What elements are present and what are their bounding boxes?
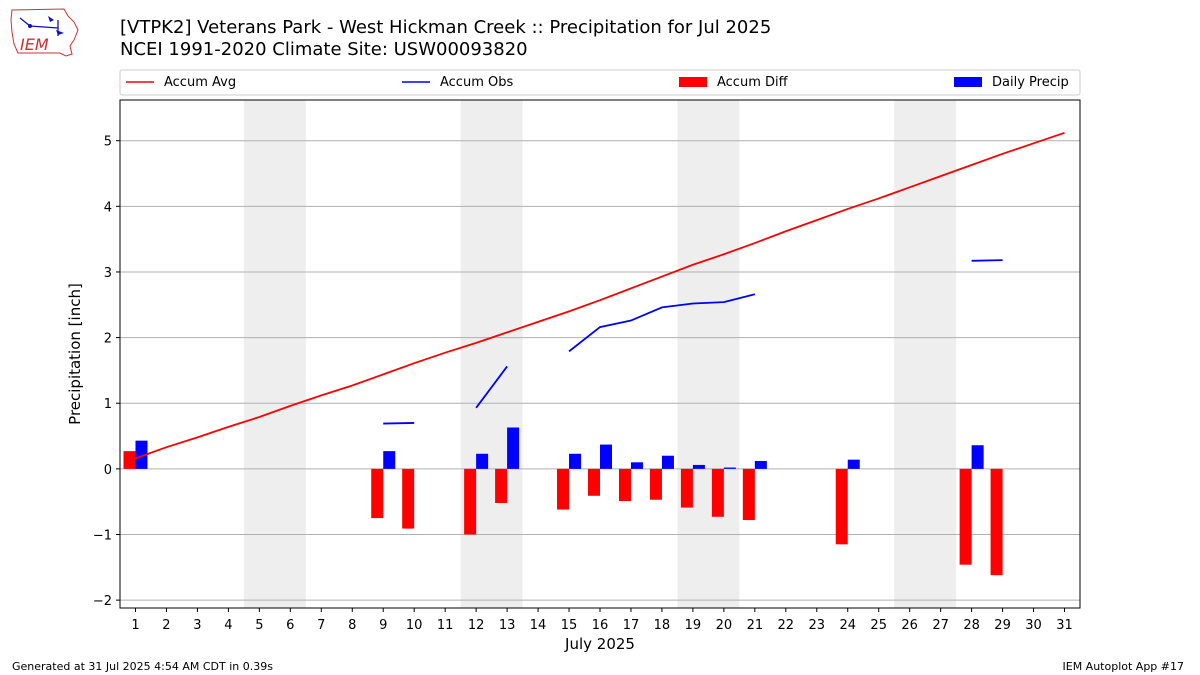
x-tick-label: 20 (716, 618, 733, 633)
accum-diff-bar (464, 468, 477, 535)
accum-diff-bar (402, 468, 415, 529)
y-axis-label: Precipitation [inch] (66, 283, 84, 425)
x-tick-label: 15 (561, 618, 578, 633)
daily-precip-bar (847, 459, 860, 469)
x-tick-label: 12 (468, 618, 485, 633)
accum-diff-bar (990, 468, 1003, 576)
daily-precip-bar (630, 462, 643, 469)
daily-precip-bar (661, 455, 674, 469)
accum-diff-bar (835, 468, 848, 545)
x-tick-label: 22 (778, 618, 795, 633)
x-tick-label: 19 (685, 618, 702, 633)
legend-accum-diff: Accum Diff (717, 75, 789, 90)
x-tick-label: 5 (255, 618, 263, 633)
generated-note: Generated at 31 Jul 2025 4:54 AM CDT in … (12, 660, 273, 673)
accum-diff-bar (680, 468, 693, 508)
x-tick-label: 26 (901, 618, 918, 633)
y-tick-label: −2 (93, 594, 112, 609)
x-tick-label: 6 (286, 618, 294, 633)
x-tick-label: 1 (131, 618, 139, 633)
x-tick-label: 21 (747, 618, 764, 633)
accum-diff-bar (557, 468, 570, 510)
legend-accum-obs: Accum Obs (440, 75, 513, 90)
accum-diff-bar (742, 468, 755, 521)
x-tick-label: 16 (592, 618, 609, 633)
accum-diff-bar (711, 468, 724, 517)
x-tick-label: 25 (870, 618, 887, 633)
daily-precip-bar (569, 453, 582, 469)
x-tick-label: 27 (932, 618, 949, 633)
x-tick-label: 24 (839, 618, 856, 633)
accum-diff-bar (618, 468, 631, 502)
weekend-band (677, 100, 740, 608)
daily-precip-bar (600, 444, 612, 469)
x-tick-label: 10 (406, 618, 423, 633)
y-tick-label: −1 (93, 528, 112, 543)
accum-obs-line (568, 293, 756, 353)
x-tick-label: 13 (499, 618, 516, 633)
y-tick-label: 3 (104, 266, 112, 281)
daily-precip-bar (971, 445, 984, 469)
accum-obs-line (475, 365, 508, 409)
y-axis-ticks: −2 −1 0 1 2 3 4 5 (93, 135, 120, 609)
logo-text: IEM (20, 35, 49, 54)
daily-precip-bar (507, 427, 520, 469)
app-note: IEM Autoplot App #17 (1062, 660, 1185, 673)
bars (123, 427, 1003, 576)
accum-obs-line (383, 422, 415, 425)
x-tick-label: 29 (994, 618, 1011, 633)
y-tick-label: 2 (104, 332, 112, 347)
legend-daily-swatch (954, 77, 982, 87)
accum-diff-bar (371, 468, 384, 519)
x-tick-label: 18 (654, 618, 671, 633)
daily-precip-bar (135, 440, 148, 469)
weekend-band (243, 100, 306, 608)
x-tick-label: 7 (317, 618, 325, 633)
legend-accum-avg: Accum Avg (164, 75, 236, 90)
accum-diff-bar (123, 451, 136, 469)
x-axis-ticks: 1 2 3 4 5 6 7 8 9 10 11 12 13 14 15 16 17 18 19 20 21 22 23 24 2… (131, 608, 1073, 633)
daily-precip-bar (476, 453, 489, 469)
x-tick-label: 11 (437, 618, 454, 633)
x-axis-label: July 2025 (564, 635, 635, 653)
y-tick-label: 0 (104, 463, 112, 478)
y-tick-label: 4 (104, 200, 112, 215)
x-tick-label: 31 (1056, 618, 1073, 633)
x-tick-label: 9 (379, 618, 387, 633)
iem-logo: IEM (8, 6, 80, 58)
x-tick-label: 23 (809, 618, 826, 633)
lines (135, 131, 1065, 460)
x-tick-label: 28 (963, 618, 980, 633)
accum-avg-line (135, 131, 1065, 460)
iowa-map-icon: IEM (10, 8, 79, 57)
legend: Accum Avg Accum Obs Accum Diff Daily Pre… (119, 69, 1081, 96)
x-tick-label: 8 (348, 618, 356, 633)
weekend-shading (243, 100, 957, 608)
x-tick-label: 2 (162, 618, 170, 633)
chart-title: [VTPK2] Veterans Park - West Hickman Cre… (120, 17, 772, 38)
x-tick-label: 3 (193, 618, 201, 633)
accum-diff-bar (495, 468, 508, 503)
accum-obs-line (971, 259, 1003, 262)
y-tick-label: 5 (104, 135, 112, 150)
accum-diff-bar (959, 468, 972, 565)
weekend-band (894, 100, 957, 608)
x-tick-label: 30 (1025, 618, 1042, 633)
legend-box (119, 69, 1081, 96)
chart-subtitle: NCEI 1991-2020 Climate Site: USW00093820 (120, 39, 528, 60)
x-tick-label: 17 (623, 618, 640, 633)
daily-precip-bar (723, 467, 736, 469)
x-tick-label: 4 (224, 618, 232, 633)
daily-precip-bar (383, 451, 396, 469)
x-tick-label: 14 (530, 618, 547, 633)
accum-diff-bar (649, 468, 662, 500)
accum-diff-bar (588, 468, 600, 496)
legend-daily-precip: Daily Precip (992, 75, 1069, 90)
daily-precip-bar (754, 460, 767, 469)
y-tick-label: 1 (104, 397, 112, 412)
legend-diff-swatch (679, 77, 707, 87)
daily-precip-bar (692, 464, 705, 469)
